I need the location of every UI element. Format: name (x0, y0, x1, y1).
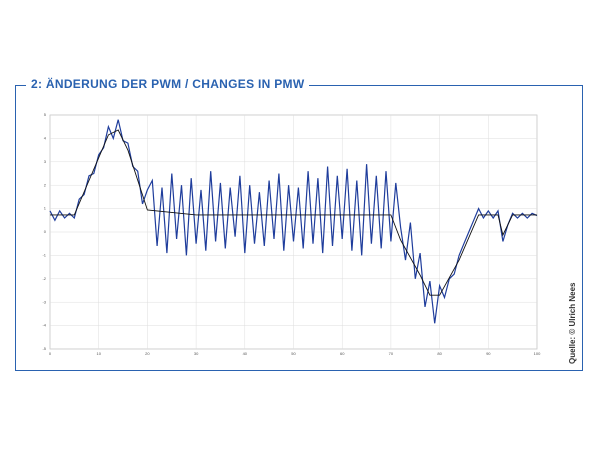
x-tick-label: 20 (145, 351, 150, 356)
y-tick-label: 0 (44, 229, 47, 234)
x-tick-label: 70 (389, 351, 394, 356)
y-tick-label: 4 (44, 135, 47, 140)
y-tick-label: 2 (44, 182, 47, 187)
y-tick-label: -5 (42, 346, 46, 351)
y-tick-label: -3 (42, 299, 46, 304)
y-tick-label: -1 (42, 252, 46, 257)
x-tick-label: 40 (243, 351, 248, 356)
x-tick-label: 100 (534, 351, 541, 356)
y-tick-label: -2 (42, 276, 46, 281)
data-line (50, 129, 537, 296)
frame (15, 85, 583, 371)
y-tick-label: 5 (44, 112, 47, 117)
y-tick-label: 3 (44, 159, 47, 164)
x-tick-label: 90 (486, 351, 491, 356)
chart-title: 2: ÄNDERUNG DER PWM / CHANGES IN PMW (26, 77, 310, 91)
x-tick-label: 60 (340, 351, 345, 356)
y-tick-label: -4 (42, 323, 46, 328)
x-tick-label: 50 (291, 351, 296, 356)
x-tick-label: 80 (437, 351, 442, 356)
y-tick-label: 1 (44, 206, 47, 211)
source-note: Quelle: © Ulrich Nees (568, 282, 577, 364)
x-tick-label: 30 (194, 351, 199, 356)
x-tick-label: 10 (96, 351, 101, 356)
x-tick-label: 0 (49, 351, 52, 356)
